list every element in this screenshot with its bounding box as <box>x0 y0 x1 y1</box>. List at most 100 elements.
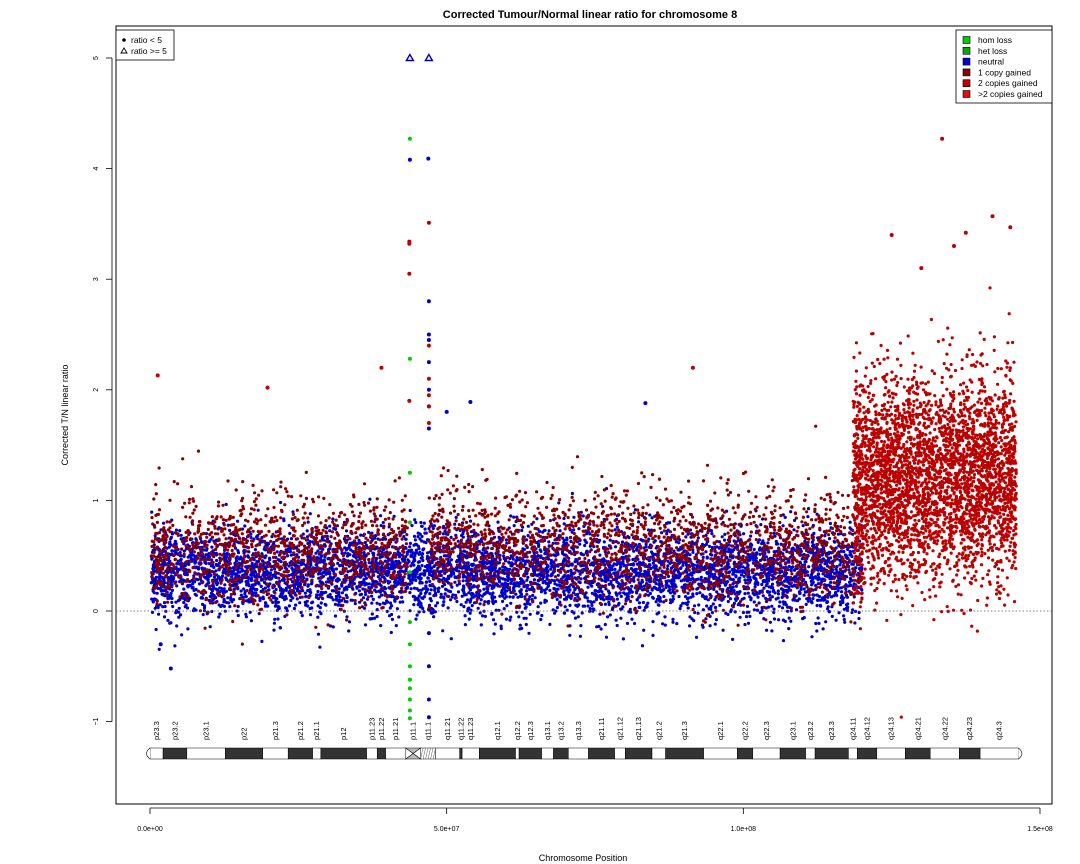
data-point-neutral <box>760 582 764 587</box>
data-point-neutral <box>430 574 434 578</box>
data-point-neutral <box>790 547 795 551</box>
data-point-neutral <box>479 598 483 602</box>
data-point-neutral <box>166 618 170 623</box>
data-point-neutral <box>697 603 701 607</box>
data-point-neutral <box>422 595 427 599</box>
data-point-neutral <box>387 525 391 529</box>
data-point-neutral <box>508 618 512 622</box>
data-point-neutral <box>772 531 776 535</box>
data-point-neutral <box>578 634 583 638</box>
data-point-neutral <box>524 559 529 563</box>
data-point-neutral <box>638 561 642 565</box>
data-point-neutral <box>579 624 583 628</box>
data-point-neutral <box>608 538 612 542</box>
data-point-neutral <box>568 603 572 608</box>
data-point-neutral <box>539 555 543 560</box>
data-point-neutral <box>342 588 346 592</box>
data-point-neutral <box>179 533 183 537</box>
data-point-neutral <box>434 604 438 608</box>
data-point-neutral <box>162 601 167 605</box>
data-point-neutral <box>318 645 322 649</box>
data-point-neutral <box>412 534 417 539</box>
data-point-neutral <box>432 524 436 528</box>
data-point-neutral <box>222 604 226 609</box>
data-point-neutral <box>274 555 278 560</box>
data-point-neutral <box>535 517 539 521</box>
data-point-neutral <box>778 600 782 604</box>
data-point-neutral <box>533 596 537 600</box>
data-point-neutral <box>843 620 847 624</box>
data-point-neutral <box>701 593 705 597</box>
data-point-neutral <box>530 586 534 590</box>
data-point-neutral <box>244 612 248 616</box>
data-point-neutral <box>579 510 583 514</box>
data-point-neutral <box>776 589 780 593</box>
data-point-neutral <box>549 567 553 571</box>
data-point-neutral <box>488 592 492 596</box>
data-point-neutral <box>558 529 562 533</box>
data-point-neutral <box>828 584 833 588</box>
data-point-neutral <box>476 606 480 610</box>
data-point-neutral <box>228 528 232 533</box>
data-point-neutral <box>802 578 806 582</box>
data-point-neutral <box>499 627 503 631</box>
data-point-neutral <box>570 609 574 614</box>
data-point-neutral <box>150 610 155 615</box>
data-point-neutral <box>266 604 270 608</box>
data-point-neutral <box>424 584 428 588</box>
data-point-neutral <box>217 615 221 619</box>
data-point-neutral <box>503 596 507 600</box>
data-point-neutral <box>661 622 665 626</box>
data-point-neutral <box>637 605 641 610</box>
data-point-neutral <box>362 577 366 582</box>
data-point-neutral <box>398 600 402 604</box>
data-point-neutral <box>157 647 161 651</box>
data-point-neutral <box>640 644 645 648</box>
data-point-neutral <box>723 538 727 542</box>
data-point-neutral <box>619 616 623 620</box>
data-point-neutral <box>386 579 390 584</box>
data-point-neutral <box>799 585 803 589</box>
data-point-neutral <box>713 598 717 602</box>
data-point-neutral <box>815 629 819 633</box>
data-point-neutral <box>777 618 781 622</box>
data-point-neutral <box>379 514 383 518</box>
data-point-neutral <box>553 582 557 586</box>
data-point-neutral <box>272 628 276 632</box>
data-point-neutral <box>731 572 736 576</box>
data-point-neutral <box>781 591 785 595</box>
data-point-neutral <box>230 575 234 579</box>
data-point-neutral <box>737 580 741 584</box>
data-point-neutral <box>692 604 697 608</box>
data-point-neutral <box>305 529 309 533</box>
data-point-neutral <box>333 602 337 607</box>
data-point-neutral <box>422 573 426 577</box>
data-point-neutral <box>334 567 338 571</box>
data-point-neutral <box>618 565 623 569</box>
data-point-neutral <box>498 594 502 598</box>
data-point-neutral <box>711 575 715 579</box>
data-point-neutral <box>400 580 404 584</box>
data-point-neutral <box>326 594 330 598</box>
data-point-neutral <box>848 526 852 530</box>
data-point-neutral <box>379 524 383 528</box>
data-point-neutral <box>678 606 682 611</box>
data-point-neutral <box>748 595 752 599</box>
data-point-neutral <box>210 545 214 549</box>
data-point-neutral <box>695 564 699 568</box>
data-point-neutral <box>600 590 604 594</box>
data-point-neutral <box>573 616 578 620</box>
data-point-neutral <box>204 532 208 536</box>
data-point-neutral <box>276 617 280 621</box>
data-point-neutral <box>368 497 372 501</box>
data-point-neutral <box>644 542 648 546</box>
data-point-neutral <box>277 605 281 609</box>
data-point-neutral <box>235 555 239 559</box>
data-point-neutral <box>590 591 594 595</box>
data-point-neutral <box>707 544 712 549</box>
data-point-neutral <box>668 601 673 605</box>
data-point-neutral <box>390 604 394 608</box>
data-point-neutral <box>671 617 675 622</box>
data-point-neutral <box>258 598 262 603</box>
data-point-neutral <box>201 613 205 617</box>
